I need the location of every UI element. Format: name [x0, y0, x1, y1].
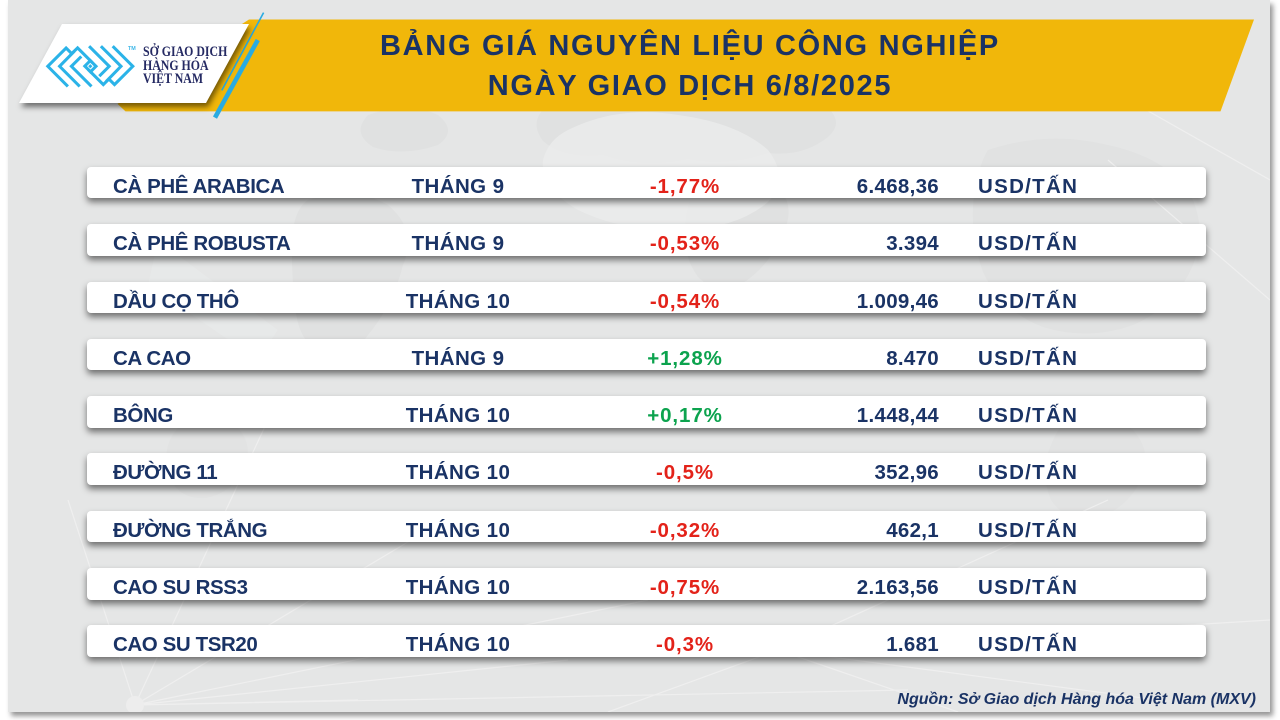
- svg-text:TM: TM: [128, 46, 136, 52]
